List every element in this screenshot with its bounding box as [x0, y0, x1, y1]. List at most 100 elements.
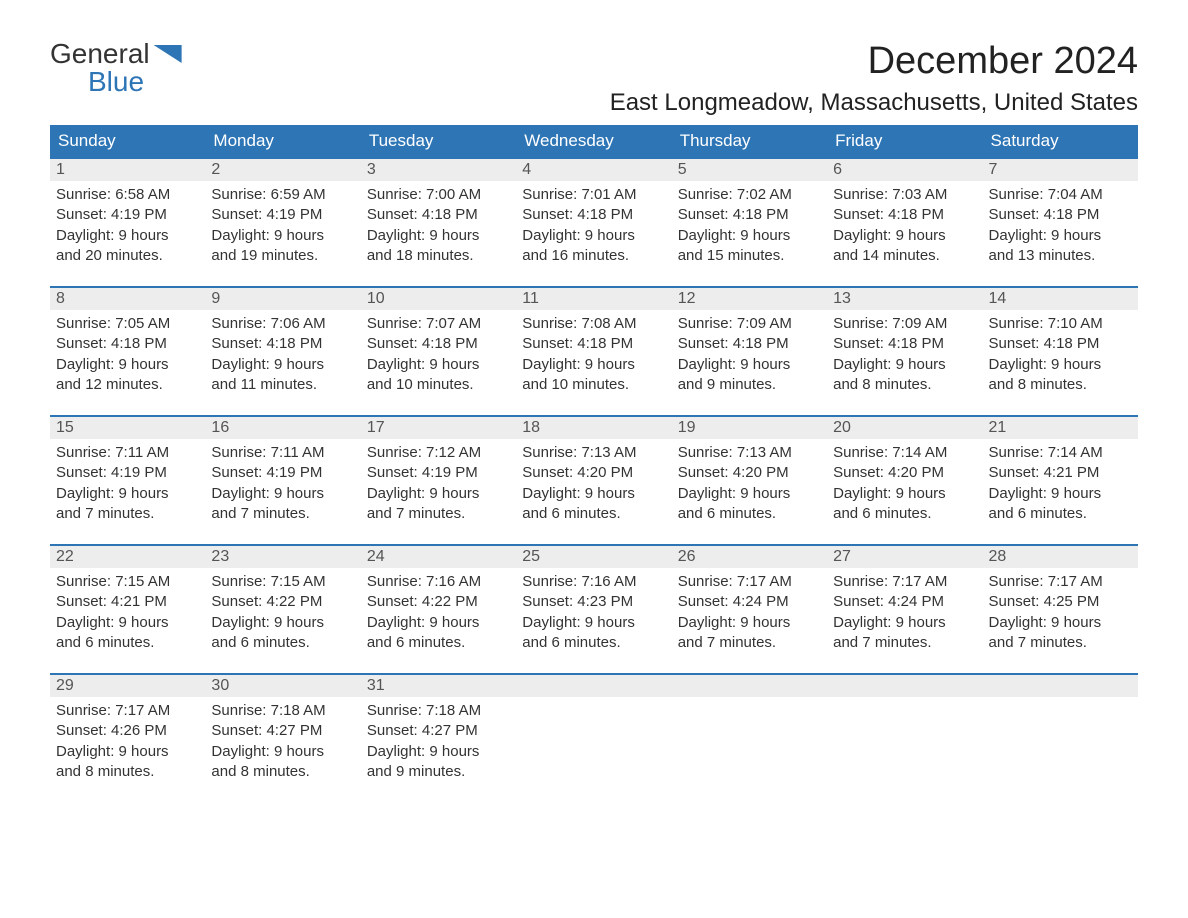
sunset-text: Sunset: 4:21 PM [56, 592, 199, 612]
day-cell: 10Sunrise: 7:07 AMSunset: 4:18 PMDayligh… [361, 286, 516, 415]
daylight-text-1: Daylight: 9 hours [211, 355, 354, 375]
daylight-text-1: Daylight: 9 hours [367, 613, 510, 633]
daylight-text-2: and 10 minutes. [367, 375, 510, 395]
day-details: Sunrise: 7:16 AMSunset: 4:22 PMDaylight:… [361, 568, 516, 673]
sunset-text: Sunset: 4:18 PM [522, 205, 665, 225]
day-details: Sunrise: 7:17 AMSunset: 4:24 PMDaylight:… [672, 568, 827, 673]
sunrise-text: Sunrise: 7:11 AM [211, 443, 354, 463]
day-cell: 2Sunrise: 6:59 AMSunset: 4:19 PMDaylight… [205, 157, 360, 286]
location-text: East Longmeadow, Massachusetts, United S… [610, 89, 1138, 117]
day-details: Sunrise: 7:03 AMSunset: 4:18 PMDaylight:… [827, 181, 982, 286]
day-header: Friday [827, 125, 982, 157]
day-number: 28 [983, 544, 1138, 568]
day-cell: 16Sunrise: 7:11 AMSunset: 4:19 PMDayligh… [205, 415, 360, 544]
daylight-text-1: Daylight: 9 hours [211, 226, 354, 246]
sunrise-text: Sunrise: 7:09 AM [833, 314, 976, 334]
day-details: Sunrise: 6:58 AMSunset: 4:19 PMDaylight:… [50, 181, 205, 286]
daylight-text-1: Daylight: 9 hours [56, 484, 199, 504]
week-row: 22Sunrise: 7:15 AMSunset: 4:21 PMDayligh… [50, 544, 1138, 673]
day-number: 26 [672, 544, 827, 568]
daylight-text-2: and 7 minutes. [211, 504, 354, 524]
day-number: 27 [827, 544, 982, 568]
daylight-text-1: Daylight: 9 hours [56, 613, 199, 633]
daylight-text-1: Daylight: 9 hours [678, 484, 821, 504]
sunrise-text: Sunrise: 7:13 AM [522, 443, 665, 463]
day-number: 23 [205, 544, 360, 568]
day-cell: 23Sunrise: 7:15 AMSunset: 4:22 PMDayligh… [205, 544, 360, 673]
day-cell: 19Sunrise: 7:13 AMSunset: 4:20 PMDayligh… [672, 415, 827, 544]
sunrise-text: Sunrise: 7:05 AM [56, 314, 199, 334]
daylight-text-1: Daylight: 9 hours [522, 613, 665, 633]
sunrise-text: Sunrise: 7:03 AM [833, 185, 976, 205]
daylight-text-1: Daylight: 9 hours [367, 355, 510, 375]
sunrise-text: Sunrise: 7:07 AM [367, 314, 510, 334]
day-header: Monday [205, 125, 360, 157]
day-details: Sunrise: 7:06 AMSunset: 4:18 PMDaylight:… [205, 310, 360, 415]
empty-cell [672, 673, 827, 802]
day-details: Sunrise: 7:11 AMSunset: 4:19 PMDaylight:… [50, 439, 205, 544]
sunrise-text: Sunrise: 7:10 AM [989, 314, 1132, 334]
sunrise-text: Sunrise: 7:00 AM [367, 185, 510, 205]
sunrise-text: Sunrise: 7:16 AM [522, 572, 665, 592]
day-cell: 13Sunrise: 7:09 AMSunset: 4:18 PMDayligh… [827, 286, 982, 415]
sunrise-text: Sunrise: 7:11 AM [56, 443, 199, 463]
sunrise-text: Sunrise: 7:15 AM [211, 572, 354, 592]
sunset-text: Sunset: 4:27 PM [211, 721, 354, 741]
sunset-text: Sunset: 4:20 PM [833, 463, 976, 483]
daylight-text-2: and 6 minutes. [211, 633, 354, 653]
day-header: Wednesday [516, 125, 671, 157]
daylight-text-1: Daylight: 9 hours [56, 226, 199, 246]
day-number: 11 [516, 286, 671, 310]
sunset-text: Sunset: 4:19 PM [211, 463, 354, 483]
day-details: Sunrise: 7:00 AMSunset: 4:18 PMDaylight:… [361, 181, 516, 286]
daylight-text-1: Daylight: 9 hours [211, 484, 354, 504]
daylight-text-1: Daylight: 9 hours [833, 355, 976, 375]
day-cell: 25Sunrise: 7:16 AMSunset: 4:23 PMDayligh… [516, 544, 671, 673]
daylight-text-1: Daylight: 9 hours [522, 484, 665, 504]
day-number: 15 [50, 415, 205, 439]
day-cell: 18Sunrise: 7:13 AMSunset: 4:20 PMDayligh… [516, 415, 671, 544]
day-cell: 12Sunrise: 7:09 AMSunset: 4:18 PMDayligh… [672, 286, 827, 415]
sunset-text: Sunset: 4:19 PM [211, 205, 354, 225]
day-cell: 28Sunrise: 7:17 AMSunset: 4:25 PMDayligh… [983, 544, 1138, 673]
sunset-text: Sunset: 4:27 PM [367, 721, 510, 741]
day-number: 1 [50, 157, 205, 181]
sunrise-text: Sunrise: 7:16 AM [367, 572, 510, 592]
sunrise-text: Sunrise: 7:17 AM [833, 572, 976, 592]
daylight-text-2: and 11 minutes. [211, 375, 354, 395]
calendar-body: 1Sunrise: 6:58 AMSunset: 4:19 PMDaylight… [50, 157, 1138, 802]
daylight-text-2: and 6 minutes. [522, 633, 665, 653]
sunrise-text: Sunrise: 7:17 AM [56, 701, 199, 721]
sunrise-text: Sunrise: 7:09 AM [678, 314, 821, 334]
sunrise-text: Sunrise: 7:14 AM [833, 443, 976, 463]
day-details: Sunrise: 7:17 AMSunset: 4:24 PMDaylight:… [827, 568, 982, 673]
sunset-text: Sunset: 4:18 PM [367, 205, 510, 225]
day-details: Sunrise: 7:05 AMSunset: 4:18 PMDaylight:… [50, 310, 205, 415]
daylight-text-1: Daylight: 9 hours [678, 226, 821, 246]
daylight-text-2: and 8 minutes. [211, 762, 354, 782]
sunset-text: Sunset: 4:18 PM [833, 334, 976, 354]
daylight-text-1: Daylight: 9 hours [56, 355, 199, 375]
day-details: Sunrise: 7:09 AMSunset: 4:18 PMDaylight:… [672, 310, 827, 415]
day-header: Thursday [672, 125, 827, 157]
sunrise-text: Sunrise: 7:14 AM [989, 443, 1132, 463]
sunrise-text: Sunrise: 7:17 AM [989, 572, 1132, 592]
daylight-text-1: Daylight: 9 hours [367, 484, 510, 504]
day-cell: 26Sunrise: 7:17 AMSunset: 4:24 PMDayligh… [672, 544, 827, 673]
daylight-text-2: and 14 minutes. [833, 246, 976, 266]
day-details: Sunrise: 7:08 AMSunset: 4:18 PMDaylight:… [516, 310, 671, 415]
sunrise-text: Sunrise: 7:17 AM [678, 572, 821, 592]
sunset-text: Sunset: 4:21 PM [989, 463, 1132, 483]
daylight-text-2: and 7 minutes. [678, 633, 821, 653]
empty-cell [516, 673, 671, 802]
sunrise-text: Sunrise: 7:18 AM [367, 701, 510, 721]
daylight-text-1: Daylight: 9 hours [522, 226, 665, 246]
daylight-text-2: and 19 minutes. [211, 246, 354, 266]
daylight-text-2: and 13 minutes. [989, 246, 1132, 266]
day-cell: 3Sunrise: 7:00 AMSunset: 4:18 PMDaylight… [361, 157, 516, 286]
sunrise-text: Sunrise: 7:06 AM [211, 314, 354, 334]
sunrise-text: Sunrise: 7:12 AM [367, 443, 510, 463]
sunrise-text: Sunrise: 7:13 AM [678, 443, 821, 463]
day-cell: 11Sunrise: 7:08 AMSunset: 4:18 PMDayligh… [516, 286, 671, 415]
title-block: December 2024 East Longmeadow, Massachus… [610, 40, 1138, 117]
